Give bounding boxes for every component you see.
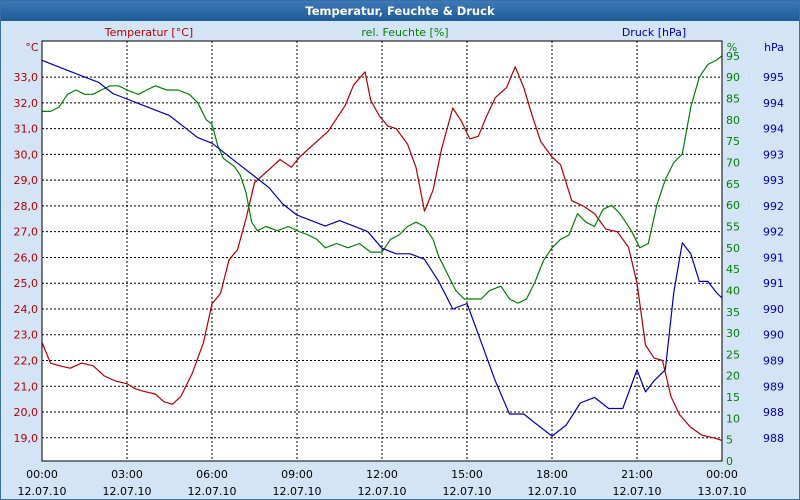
x-tick-time: 15:00 — [451, 468, 483, 481]
temperature-tick-label: 32,0 — [14, 97, 39, 110]
x-tick-date: 12.07.10 — [528, 485, 577, 498]
pressure-axis-label: Druck [hPa] — [622, 26, 686, 39]
temperature-tick-label: 30,0 — [14, 148, 39, 161]
humidity-tick-label: 85 — [726, 93, 740, 106]
temperature-tick-label: 27,0 — [14, 226, 39, 239]
window-title: Temperatur, Feuchte & Druck — [1, 1, 799, 21]
humidity-tick-label: 10 — [726, 412, 740, 425]
humidity-tick-label: 50 — [726, 242, 740, 255]
x-tick-date: 12.07.10 — [443, 485, 492, 498]
temperature-tick-label: 24,0 — [14, 303, 39, 316]
pressure-tick-label: 992 — [763, 226, 784, 239]
humidity-tick-label: 55 — [726, 220, 740, 233]
series-layer — [41, 55, 723, 441]
humidity-tick-label: 15 — [726, 391, 740, 404]
pressure-tick-labels: 995 994 994 993 993 992 992 991 991 990 990 989 989 9… — [763, 71, 784, 445]
x-tick-date: 13.07.10 — [698, 485, 747, 498]
pressure-tick-label: 989 — [763, 355, 784, 368]
humidity-tick-label: 25 — [726, 348, 740, 361]
x-tick-time: 00:00 — [26, 468, 58, 481]
temperature-tick-label: 21,0 — [14, 380, 39, 393]
x-tick-date: 12.07.10 — [613, 485, 662, 498]
humidity-tick-label: 70 — [726, 157, 740, 170]
humidity-tick-label: 35 — [726, 306, 740, 319]
pressure-tick-label: 989 — [763, 380, 784, 393]
humidity-tick-label: 45 — [726, 263, 740, 276]
x-tick-time: 18:00 — [536, 468, 568, 481]
temperature-tick-label: 33,0 — [14, 71, 39, 84]
pressure-tick-label: 991 — [763, 277, 784, 290]
x-tick-time: 12:00 — [366, 468, 398, 481]
humidity-tick-label: 90 — [726, 71, 740, 84]
temperature-tick-label: 26,0 — [14, 251, 39, 264]
pressure-tick-label: 988 — [763, 406, 784, 419]
series-line-temperature — [41, 66, 723, 441]
x-tick-time: 21:00 — [621, 468, 653, 481]
temperature-axis-label: Temperatur [°C] — [104, 26, 193, 39]
humidity-tick-label: 30 — [726, 327, 740, 340]
x-tick-date: 12.07.10 — [18, 485, 67, 498]
x-tick-date: 12.07.10 — [358, 485, 407, 498]
series-line-pressure — [41, 59, 723, 437]
temperature-tick-label: 19,0 — [14, 432, 39, 445]
pressure-unit: hPa — [764, 41, 784, 54]
humidity-unit: % — [727, 41, 737, 54]
series-line-humidity — [42, 55, 723, 304]
temperature-tick-label: 22,0 — [14, 355, 39, 368]
temperature-tick-labels: 33,0 32,0 31,0 30,0 29,0 28,0 27,0 26,0 25,0 24,0… — [14, 71, 39, 445]
humidity-tick-label: 75 — [726, 135, 740, 148]
temperature-tick-label: 31,0 — [14, 123, 39, 136]
x-tick-date: 12.07.10 — [273, 485, 322, 498]
humidity-tick-label: 80 — [726, 114, 740, 127]
temperature-unit: °C — [25, 41, 39, 54]
pressure-tick-label: 994 — [763, 97, 784, 110]
x-tick-date: 12.07.10 — [188, 485, 237, 498]
humidity-tick-label: 5 — [726, 434, 733, 447]
pressure-tick-label: 988 — [763, 432, 784, 445]
pressure-tick-label: 994 — [763, 123, 784, 136]
humidity-tick-label: 65 — [726, 178, 740, 191]
pressure-tick-label: 993 — [763, 148, 784, 161]
temperature-tick-label: 29,0 — [14, 174, 39, 187]
x-tick-time: 00:00 — [706, 468, 738, 481]
pressure-tick-label: 995 — [763, 71, 784, 84]
x-tick-labels: 00:00 12.07.10 03:00 12.07.10 06:00 12.07.10 0… — [18, 468, 747, 498]
humidity-axis-label: rel. Feuchte [%] — [361, 26, 448, 39]
x-tick-time: 09:00 — [281, 468, 313, 481]
plot-frame — [41, 40, 723, 462]
humidity-tick-label: 95 — [726, 50, 740, 63]
x-tick-date: 12.07.10 — [103, 485, 152, 498]
humidity-tick-label: 20 — [726, 370, 740, 383]
pressure-tick-label: 992 — [763, 200, 784, 213]
pressure-tick-label: 990 — [763, 329, 784, 342]
temperature-tick-label: 20,0 — [14, 406, 39, 419]
grid — [42, 41, 722, 461]
temperature-tick-label: 25,0 — [14, 277, 39, 290]
temperature-tick-label: 28,0 — [14, 200, 39, 213]
humidity-tick-label: 0 — [726, 455, 733, 468]
humidity-tick-label: 60 — [726, 199, 740, 212]
pressure-tick-label: 993 — [763, 174, 784, 187]
pressure-tick-label: 991 — [763, 251, 784, 264]
x-tick-time: 06:00 — [196, 468, 228, 481]
x-tick-time: 03:00 — [111, 468, 143, 481]
humidity-tick-label: 40 — [726, 284, 740, 297]
temperature-tick-label: 23,0 — [14, 329, 39, 342]
pressure-tick-label: 990 — [763, 303, 784, 316]
chart-canvas: Temperatur [°C] rel. Feuchte [%] Druck [… — [1, 22, 799, 499]
